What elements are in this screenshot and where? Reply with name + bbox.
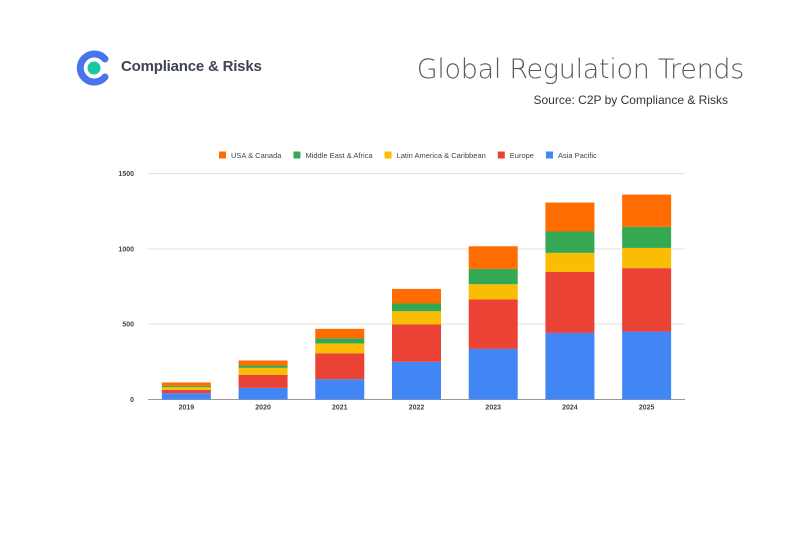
bar-segment	[468, 299, 518, 349]
bar-segment	[238, 387, 288, 400]
y-tick-label: 0	[130, 397, 134, 404]
legend-swatch	[497, 151, 505, 159]
bar-segment	[545, 202, 595, 232]
bar-segment	[392, 361, 441, 400]
legend-label: Asia Pacific	[558, 151, 597, 160]
legend-label: Middle East & Africa	[305, 151, 373, 160]
bar-segment	[622, 331, 672, 400]
bar-segment	[622, 247, 672, 269]
bar-segment	[161, 385, 211, 388]
legend-label: USA & Canada	[231, 151, 282, 160]
bar-segment	[161, 382, 211, 386]
bar-segment	[392, 324, 441, 362]
bar-segment	[315, 338, 365, 344]
compliance-risks-logo	[76, 50, 109, 86]
x-tick-label: 2024	[562, 405, 578, 412]
bar-segment	[545, 252, 595, 272]
y-tick-label: 500	[122, 322, 134, 329]
x-tick-label: 2023	[485, 405, 501, 412]
bar-segment	[392, 311, 441, 325]
bar-segment	[392, 288, 441, 304]
bar-segment	[315, 343, 365, 354]
x-tick-label: 2020	[255, 405, 271, 412]
bar-segment	[622, 268, 672, 332]
bar-segment	[315, 328, 365, 339]
bar-segment	[468, 246, 518, 269]
bar-segment	[315, 353, 365, 380]
legend-swatch	[384, 151, 392, 159]
bar-segment	[545, 231, 595, 253]
source-text: Source: C2P by Compliance & Risks	[533, 93, 728, 107]
x-tick-label: 2025	[639, 405, 655, 412]
y-tick-label: 1000	[118, 246, 134, 253]
bar-segment	[161, 389, 211, 394]
legend-label: Latin America & Caribbean	[397, 151, 486, 160]
legend-swatch	[545, 151, 553, 159]
bar-segment	[238, 367, 288, 375]
bar-segment	[238, 360, 288, 366]
brand-name: Compliance & Risks	[121, 58, 262, 75]
bar-segment	[238, 365, 288, 368]
bar-segment	[622, 226, 672, 248]
bar-segment	[161, 393, 211, 400]
page-title: Global Regulation Trends	[416, 54, 745, 85]
bar-segment	[468, 268, 518, 285]
bar-segment	[468, 348, 518, 400]
bar-segment	[545, 271, 595, 333]
bar-segment	[161, 387, 211, 390]
legend-label: Europe	[510, 151, 534, 160]
x-tick-label: 2019	[179, 405, 195, 412]
bar-segment	[315, 379, 365, 400]
bar-segment	[622, 194, 672, 227]
x-tick-label: 2021	[332, 405, 348, 412]
y-tick-label: 1500	[118, 171, 134, 178]
bar-segment	[392, 303, 441, 312]
x-tick-label: 2022	[409, 405, 425, 412]
legend-swatch	[293, 151, 301, 159]
bar-segment	[545, 332, 595, 400]
legend-swatch	[219, 151, 226, 159]
bar-segment	[468, 284, 518, 300]
bar-segment	[238, 374, 288, 388]
